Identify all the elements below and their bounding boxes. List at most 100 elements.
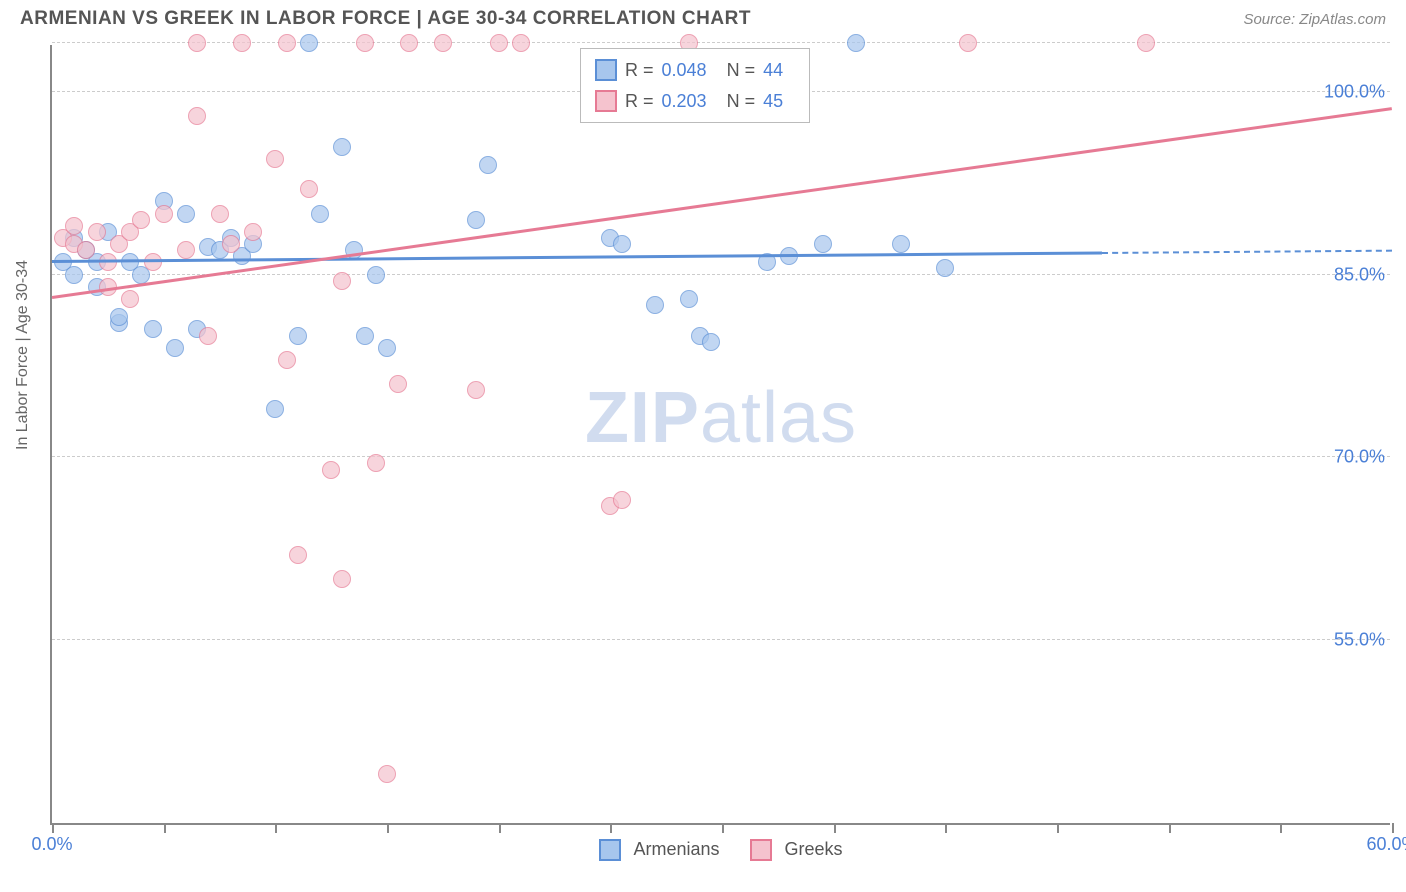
data-point	[177, 205, 195, 223]
chart-plot-area: ZIPatlas 55.0%70.0%85.0%100.0% 0.0%60.0%…	[50, 45, 1390, 825]
legend-n-label: N =	[727, 86, 756, 117]
watermark: ZIPatlas	[585, 377, 857, 459]
data-point	[1137, 34, 1155, 52]
data-point	[936, 259, 954, 277]
x-tick	[834, 823, 836, 833]
data-point	[959, 34, 977, 52]
data-point	[847, 34, 865, 52]
legend-row-greeks: R = 0.203 N = 45	[595, 86, 795, 117]
data-point	[490, 34, 508, 52]
data-point	[367, 454, 385, 472]
data-point	[166, 339, 184, 357]
data-point	[65, 217, 83, 235]
y-axis-label: In Labor Force | Age 30-34	[14, 260, 32, 450]
legend-n-value-armenians: 44	[763, 55, 783, 86]
data-point	[702, 333, 720, 351]
data-point	[266, 150, 284, 168]
data-point	[322, 461, 340, 479]
data-point	[311, 205, 329, 223]
data-point	[467, 381, 485, 399]
legend-swatch-greeks	[595, 90, 617, 112]
data-point	[144, 253, 162, 271]
x-tick	[610, 823, 612, 833]
correlation-legend: R = 0.048 N = 44 R = 0.203 N = 45	[580, 48, 810, 123]
y-tick-label: 100.0%	[1324, 81, 1385, 102]
data-point	[680, 290, 698, 308]
data-point	[400, 34, 418, 52]
x-tick	[387, 823, 389, 833]
gridline	[52, 274, 1390, 275]
chart-title: ARMENIAN VS GREEK IN LABOR FORCE | AGE 3…	[20, 8, 751, 30]
data-point	[333, 570, 351, 588]
data-point	[300, 180, 318, 198]
data-point	[222, 235, 240, 253]
legend-r-value-greeks: 0.203	[662, 86, 707, 117]
data-point	[188, 107, 206, 125]
x-tick	[164, 823, 166, 833]
legend-r-value-armenians: 0.048	[662, 55, 707, 86]
data-point	[613, 491, 631, 509]
x-tick	[1392, 823, 1394, 833]
data-point	[512, 34, 530, 52]
data-point	[132, 211, 150, 229]
data-point	[188, 34, 206, 52]
data-point	[289, 327, 307, 345]
watermark-bold: ZIP	[585, 378, 700, 458]
data-point	[333, 272, 351, 290]
legend-swatch-armenians	[595, 59, 617, 81]
legend-label-greeks: Greeks	[785, 839, 843, 859]
x-tick	[945, 823, 947, 833]
data-point	[278, 34, 296, 52]
data-point	[244, 223, 262, 241]
x-tick	[1057, 823, 1059, 833]
data-point	[479, 156, 497, 174]
data-point	[333, 138, 351, 156]
data-point	[65, 266, 83, 284]
data-point	[121, 290, 139, 308]
data-point	[378, 765, 396, 783]
data-point	[110, 308, 128, 326]
legend-n-label: N =	[727, 55, 756, 86]
data-point	[211, 205, 229, 223]
legend-r-label: R =	[625, 55, 654, 86]
data-point	[389, 375, 407, 393]
x-tick	[52, 823, 54, 833]
data-point	[356, 327, 374, 345]
data-point	[378, 339, 396, 357]
series-legend: Armenians Greeks	[52, 839, 1390, 861]
gridline	[52, 456, 1390, 457]
y-tick-label: 55.0%	[1334, 630, 1385, 651]
trend-line-extrapolated	[1102, 249, 1392, 253]
legend-item-armenians: Armenians	[599, 839, 719, 861]
data-point	[892, 235, 910, 253]
legend-item-greeks: Greeks	[750, 839, 843, 861]
legend-row-armenians: R = 0.048 N = 44	[595, 55, 795, 86]
x-tick	[275, 823, 277, 833]
legend-label-armenians: Armenians	[633, 839, 719, 859]
trend-line	[52, 108, 1392, 299]
legend-n-value-greeks: 45	[763, 86, 783, 117]
data-point	[367, 266, 385, 284]
data-point	[289, 546, 307, 564]
data-point	[144, 320, 162, 338]
legend-swatch-greeks-bottom	[750, 839, 772, 861]
data-point	[199, 327, 217, 345]
data-point	[77, 241, 95, 259]
data-point	[613, 235, 631, 253]
data-point	[434, 34, 452, 52]
y-tick-label: 85.0%	[1334, 264, 1385, 285]
data-point	[99, 253, 117, 271]
data-point	[646, 296, 664, 314]
data-point	[356, 34, 374, 52]
source-attribution: Source: ZipAtlas.com	[1243, 11, 1386, 28]
legend-r-label: R =	[625, 86, 654, 117]
x-tick	[499, 823, 501, 833]
data-point	[233, 34, 251, 52]
data-point	[155, 205, 173, 223]
data-point	[177, 241, 195, 259]
data-point	[266, 400, 284, 418]
x-tick	[722, 823, 724, 833]
legend-swatch-armenians-bottom	[599, 839, 621, 861]
data-point	[300, 34, 318, 52]
data-point	[814, 235, 832, 253]
